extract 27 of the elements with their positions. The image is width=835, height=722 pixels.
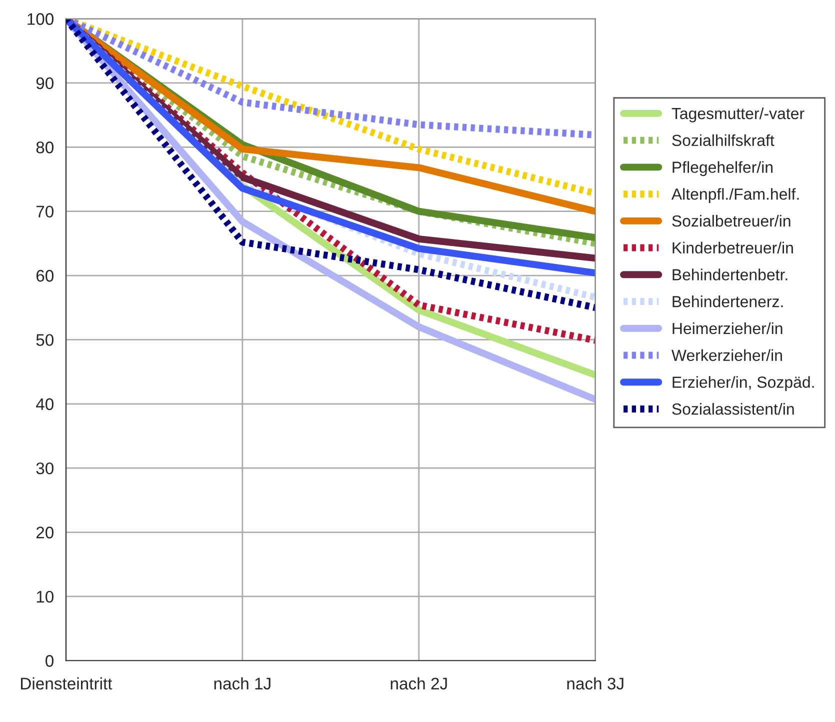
legend-label: Erzieher/in, Sozpäd. bbox=[672, 376, 814, 392]
y-tick-label: 10 bbox=[36, 590, 54, 603]
legend-label: Tagesmutter/-vater bbox=[672, 107, 804, 122]
y-tick-label: 50 bbox=[36, 334, 54, 346]
legend-label: Sozialassistent/in bbox=[672, 403, 794, 415]
legend-label: Behindertenerz. bbox=[672, 296, 783, 308]
y-tick-label: 100 bbox=[28, 13, 54, 25]
y-tick-label: 40 bbox=[36, 398, 54, 410]
x-tick-label: nach 1J bbox=[214, 677, 270, 690]
y-tick-label: 60 bbox=[36, 270, 54, 282]
legend-label: Sozialhilfskraft bbox=[672, 134, 774, 146]
y-tick-label: 80 bbox=[36, 142, 54, 154]
legend-label: Pflegehelfer/in bbox=[672, 161, 773, 176]
y-tick-label: 20 bbox=[36, 526, 54, 538]
legend-label: Werkerzieher/in bbox=[672, 349, 782, 362]
y-tick-label: 90 bbox=[36, 77, 54, 90]
y-tick-label: 0 bbox=[46, 655, 54, 667]
legend-label: Heimerzieher/in bbox=[672, 322, 782, 334]
x-tick-label: nach 3J bbox=[567, 677, 624, 690]
legend-label: Sozialbetreuer/in bbox=[672, 214, 790, 227]
legend-label: Altenpfl./Fam.helf. bbox=[671, 188, 799, 203]
x-tick-label: nach 2J bbox=[390, 677, 447, 690]
legend-label: Kinderbetreuer/in bbox=[672, 242, 793, 254]
y-tick-label: 70 bbox=[36, 206, 54, 218]
x-tick-label: Diensteintritt bbox=[21, 677, 112, 690]
legend-label: Behindertenbetr. bbox=[672, 268, 788, 280]
y-tick-label: 30 bbox=[36, 462, 54, 474]
